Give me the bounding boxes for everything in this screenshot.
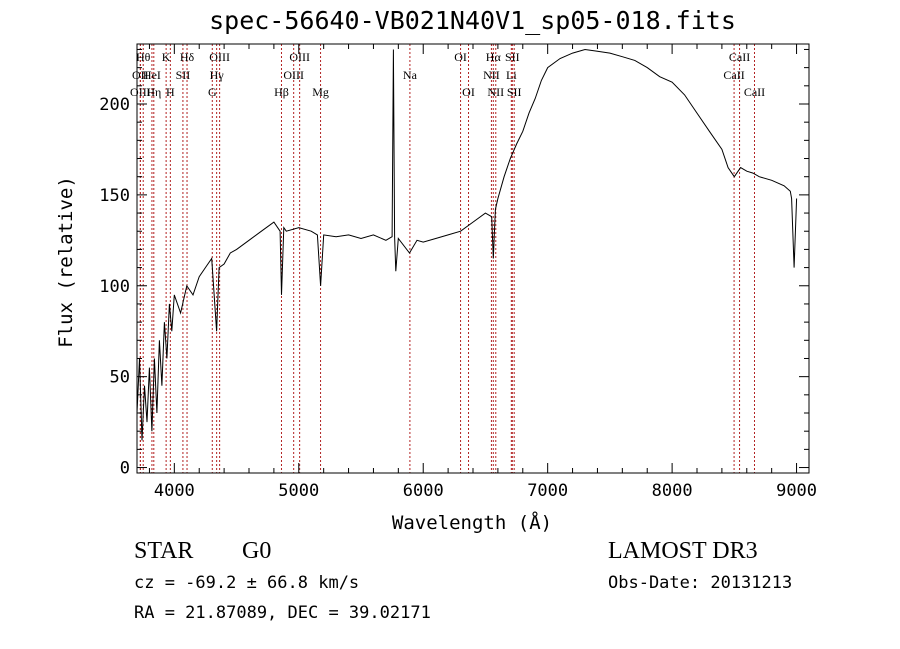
coordinates: RA = 21.87089, DEC = 39.02171 <box>134 603 431 623</box>
line-label: Hδ <box>180 50 195 64</box>
line-label: Hγ <box>210 68 225 82</box>
line-label: Hβ <box>274 85 289 99</box>
y-tick-label: 150 <box>99 186 130 206</box>
line-label: Hα <box>486 50 502 64</box>
line-label: K <box>162 50 171 64</box>
line-label: CaII <box>744 85 765 99</box>
line-label: SII <box>507 85 522 99</box>
line-label: OIII <box>289 50 310 64</box>
line-label: OII <box>132 68 149 82</box>
y-tick-label: 0 <box>120 459 130 479</box>
line-label: OIII <box>283 68 304 82</box>
line-label: OIII <box>209 50 230 64</box>
x-tick-label: 8000 <box>652 481 693 501</box>
line-label: CaII <box>723 68 744 82</box>
x-tick-label: 9000 <box>776 481 817 501</box>
x-tick-label: 6000 <box>403 481 444 501</box>
plot-frame <box>136 43 810 474</box>
spectrum-line <box>136 48 798 441</box>
line-label: G <box>208 85 217 99</box>
line-label: OI <box>454 50 467 64</box>
line-label: NII <box>487 85 504 99</box>
survey-name: LAMOST DR3 <box>608 538 758 564</box>
line-label: HeI <box>143 68 161 82</box>
line-label: CaII <box>729 50 750 64</box>
line-label: Hη <box>146 85 161 99</box>
x-axis-ticks: 4000 5000 6000 7000 8000 9000 <box>148 44 817 501</box>
x-tick-label: 5000 <box>278 481 319 501</box>
y-axis-label: Flux (relative) <box>55 176 77 348</box>
line-label: Li <box>506 68 517 82</box>
x-tick-label: 4000 <box>154 481 195 501</box>
line-label: SII <box>505 50 520 64</box>
line-label: OI <box>462 85 475 99</box>
line-label: SII <box>176 68 191 82</box>
line-label: Na <box>403 68 418 82</box>
x-tick-label: 7000 <box>527 481 568 501</box>
y-axis-ticks: 0 50 100 150 200 <box>99 48 809 479</box>
object-class: STAR <box>134 538 194 564</box>
redshift-cz: cz = -69.2 ± 66.8 km/s <box>134 573 360 593</box>
spectral-subclass: G0 <box>242 538 272 564</box>
line-label: Mg <box>312 85 329 99</box>
observation-date: Obs-Date: 20131213 <box>608 573 793 593</box>
line-label: Hθ <box>136 50 151 64</box>
line-label: H <box>166 85 175 99</box>
y-tick-label: 200 <box>99 95 130 115</box>
line-label: NII <box>483 68 500 82</box>
y-tick-label: 50 <box>110 368 130 388</box>
x-axis-label: Wavelength (Å) <box>392 511 552 534</box>
y-tick-label: 100 <box>99 277 130 297</box>
line-label: OIII <box>130 85 151 99</box>
emission-line-markers <box>139 44 755 473</box>
chart-title: spec-56640-VB021N40V1_sp05-018.fits <box>209 6 736 35</box>
